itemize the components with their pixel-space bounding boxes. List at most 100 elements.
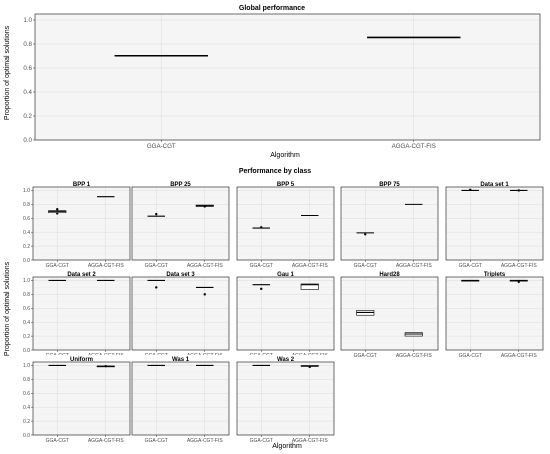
outlier-point	[203, 205, 206, 208]
x-tick-label: GGA-CGT	[147, 143, 176, 150]
x-tick-label: AGGA-CGT-FIS	[88, 438, 125, 444]
y-tick-label: 0.6	[23, 306, 30, 312]
panel-background	[132, 187, 229, 260]
facet-title: Hard28	[379, 272, 400, 278]
global-y-axis-title: Proportion of optimal solutions	[4, 25, 11, 120]
x-tick-label: GGA-CGT	[459, 353, 482, 359]
panel-background	[33, 187, 130, 260]
outlier-point	[104, 364, 107, 368]
facet-title: BPP 25	[170, 182, 191, 188]
y-tick-label: 0.0	[23, 258, 30, 264]
panel-background	[33, 362, 130, 435]
box-AGGA-CGT-FIS	[300, 365, 319, 369]
box-GGA-CGT	[461, 279, 480, 282]
box-AGGA-CGT-FIS	[404, 332, 423, 337]
panel-background	[237, 362, 334, 435]
facet-title: Was 1	[172, 357, 190, 363]
panel-background	[237, 187, 334, 260]
box-AGGA-CGT-FIS	[510, 189, 528, 192]
facet-bpp-75: BPP 75 GGA-CGT AGGA-CGT-FIS	[340, 180, 439, 269]
facet-strip	[341, 180, 438, 187]
panel-background	[132, 277, 229, 350]
panel-border	[236, 276, 335, 351]
y-tick-label: 0.0	[23, 433, 30, 439]
facet-title: BPP 1	[73, 182, 91, 188]
facet-hard28: Hard28 GGA-CGT AGGA-CGT-FIS	[340, 270, 439, 359]
facet-title: Data set 3	[166, 272, 195, 278]
facet-strip	[446, 180, 543, 187]
box-AGGA-CGT-FIS	[195, 204, 214, 208]
y-tick-label: 0.4	[23, 405, 30, 411]
facet-bpp-5: BPP 5 GGA-CGT AGGA-CGT-FIS	[236, 180, 335, 269]
outlier-point	[517, 189, 520, 192]
facet-triplets: Triplets GGA-CGT AGGA-CGT-FIS	[445, 270, 544, 359]
outlier-point	[56, 212, 59, 215]
y-tick-label: 0.6	[23, 391, 30, 397]
box-GGA-CGT	[461, 188, 479, 192]
panel-border	[340, 276, 439, 351]
panel-border	[445, 276, 544, 351]
y-tick-label: 1.0	[23, 278, 30, 284]
y-tick-label: 0.8	[23, 41, 32, 48]
y-tick-label: 1.0	[23, 188, 30, 194]
class-y-axis-title: Proportion of optimal solutions	[4, 261, 11, 356]
x-tick-label: AGGA-CGT-FIS	[187, 263, 224, 269]
x-tick-label: GGA-CGT	[459, 263, 482, 269]
y-tick-label: 0.2	[23, 334, 30, 340]
facet-strip	[446, 270, 543, 277]
panel-border	[32, 361, 131, 436]
panel-border	[445, 186, 544, 261]
facet-strip	[341, 270, 438, 277]
facet-title: Data set 2	[67, 272, 96, 278]
facet-strip	[132, 355, 229, 362]
box-AGGA-CGT-FIS	[196, 286, 214, 296]
x-tick-label: AGGA-CGT-FIS	[396, 353, 433, 359]
facet-strip	[33, 355, 130, 362]
y-tick-label: 1.0	[23, 363, 30, 369]
global-plot-panel: 0.0 0.2 0.4 0.6 0.8 1.0 GGA-CGT AGGA-CGT-FIS	[23, 13, 541, 150]
outlier-point	[364, 233, 367, 236]
panel-background	[341, 277, 438, 350]
outlier-point	[260, 287, 263, 291]
outlier-point	[308, 365, 311, 369]
y-tick-label: 0.2	[23, 419, 30, 425]
x-tick-label: AGGA-CGT-FIS	[292, 263, 329, 269]
y-tick-label: 0.8	[23, 202, 30, 208]
facet-title: BPP 75	[379, 182, 400, 188]
panel-background	[446, 187, 543, 260]
outlier-point	[517, 280, 520, 284]
facet-was-1: Was 1 GGA-CGT AGGA-CGT-FIS	[131, 355, 230, 444]
facet-title: Data set 1	[480, 182, 509, 188]
y-tick-label: 0.8	[23, 292, 30, 298]
x-tick-label: GGA-CGT	[354, 263, 377, 269]
x-tick-label: GGA-CGT	[145, 263, 168, 269]
x-tick-label: AGGA-CGT-FIS	[501, 353, 538, 359]
facet-strip	[237, 355, 334, 362]
y-tick-label: 0.4	[23, 320, 30, 326]
facet-strip	[237, 270, 334, 277]
panel-border	[340, 186, 439, 261]
y-tick-label: 1.0	[23, 17, 32, 24]
panel-border	[131, 361, 230, 436]
global-chart-title: Global performance	[239, 5, 305, 12]
box-AGGA-CGT-FIS	[300, 283, 319, 290]
x-tick-label: GGA-CGT	[46, 438, 69, 444]
outlier-point	[260, 226, 263, 229]
x-tick-label: GGA-CGT	[145, 438, 168, 444]
box-GGA-CGT	[147, 212, 165, 217]
x-tick-label: AGGA-CGT-FIS	[396, 263, 433, 269]
class-chart-title: Performance by class	[239, 168, 311, 175]
facet-title: Triplets	[484, 272, 506, 278]
x-tick-label: AGGA-CGT-FIS	[392, 143, 436, 150]
global-x-axis-title: Algorithm	[270, 152, 300, 159]
x-tick-label: AGGA-CGT-FIS	[501, 263, 538, 269]
facet-title: Was 2	[277, 357, 295, 363]
y-tick-label: 0.8	[23, 377, 30, 383]
facet-strip	[237, 180, 334, 187]
facet-bpp-1: BPP 1 0.0 0.2 0.4 0.6 0.8 1.0 GGA-CGT AGGA-CGT-F…	[23, 180, 131, 269]
facet-strip	[33, 270, 130, 277]
panel-background	[446, 277, 543, 350]
y-tick-label: 0.6	[23, 216, 30, 222]
y-tick-label: 0.4	[23, 89, 32, 96]
